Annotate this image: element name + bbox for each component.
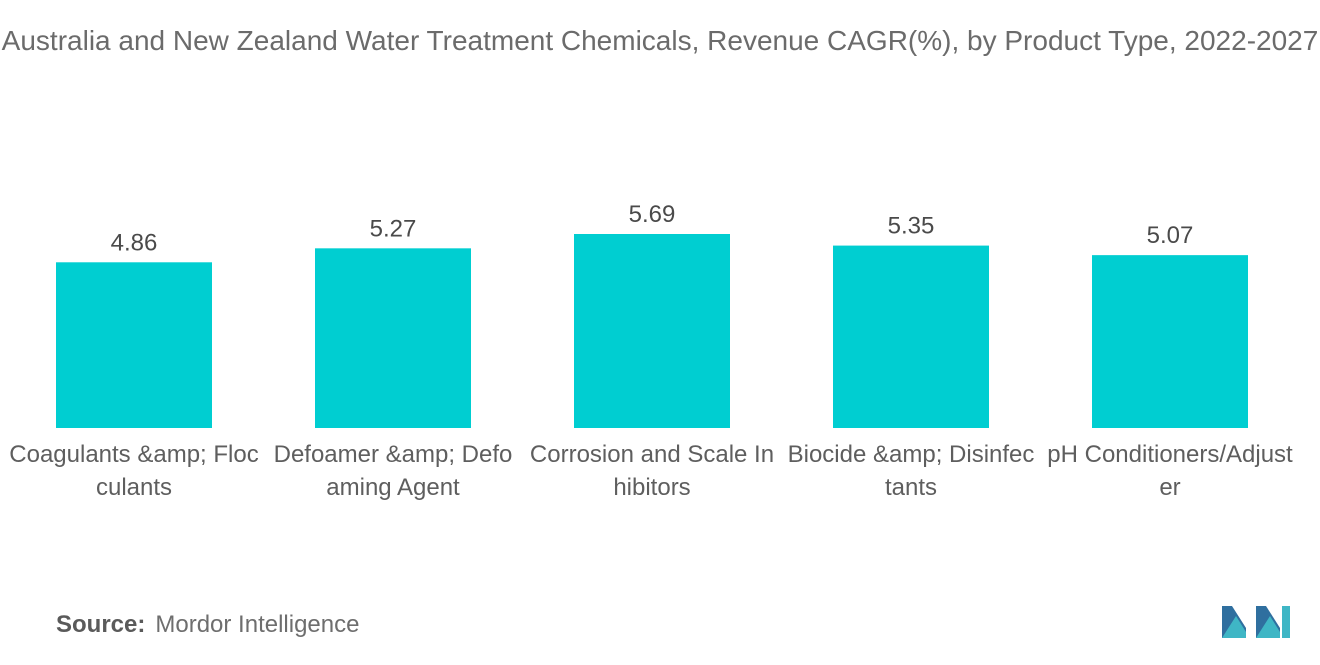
bar-1	[56, 262, 212, 428]
category-label-4: Biocide &amp; Disinfectants	[787, 441, 1035, 501]
source-note: Source: Mordor Intelligence	[56, 611, 359, 639]
value-label-5: 5.07	[1147, 222, 1194, 249]
bar-chart: 4.86 5.27 5.69 5.35 5.07	[56, 201, 1248, 428]
bar-4	[833, 245, 989, 428]
mordor-intelligence-logo-icon	[1222, 606, 1290, 638]
value-label-1: 4.86	[111, 229, 158, 256]
source-text: Mordor Intelligence	[155, 611, 360, 638]
bar-2	[315, 248, 471, 428]
bar-3	[574, 234, 730, 428]
bar-5	[1092, 255, 1248, 428]
source-label: Source:	[56, 611, 146, 638]
value-label-2: 5.27	[370, 215, 417, 242]
category-label-2: Defoamer &amp; Defoaming Agent	[273, 441, 513, 501]
category-label-3: Corrosion and Scale Inhibitors	[529, 441, 775, 501]
chart-title: Australia and New Zealand Water Treatmen…	[1, 25, 1319, 56]
category-label-1: Coagulants &amp; Flocculants	[9, 441, 259, 501]
category-label-5: pH Conditioners/Adjuster	[1047, 441, 1293, 501]
value-label-3: 5.69	[629, 201, 676, 228]
value-label-4: 5.35	[888, 213, 935, 240]
